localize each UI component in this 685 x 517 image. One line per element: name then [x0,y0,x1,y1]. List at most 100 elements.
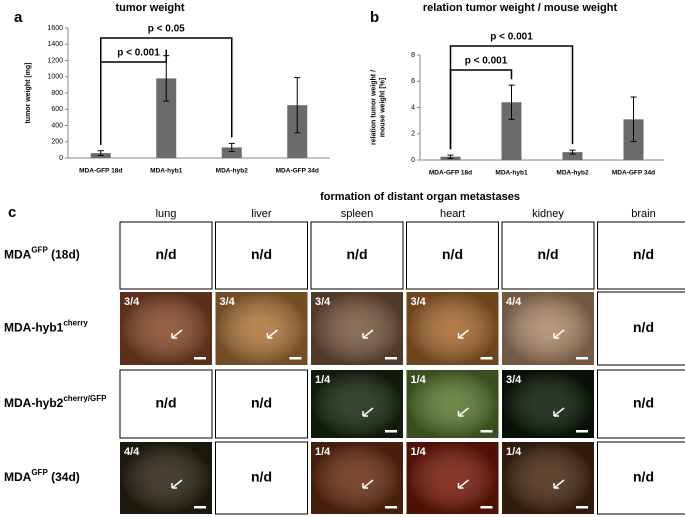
empty-cell [597,291,685,366]
row-label-base: MDA-hyb1 [4,321,64,335]
empty-cell [597,369,685,439]
y-tick-label: 6 [411,78,415,85]
arrow [553,407,565,417]
bar [562,152,583,160]
x-tick-label: MDA-GFP 18d [79,168,122,175]
row-label: MDA-hyb1cherry [4,319,88,335]
empty-cell [597,221,685,290]
empty-cell [597,441,685,515]
scale-bar [576,357,588,360]
scale-bar [576,506,588,509]
not-detected: n/d [251,469,272,485]
arrow [362,479,374,489]
row-label: MDAGFP (18d) [4,246,80,262]
not-detected: n/d [347,246,368,262]
micrograph-shade [406,370,499,438]
y-tick-label: 2 [411,131,415,138]
empty-cell [215,369,308,439]
row-label-base: MDA-hyb2 [4,396,64,410]
panel-label: b [370,9,379,26]
scale-bar [576,430,588,433]
row-label-base: MDA [4,470,32,484]
y-tick-label: 0 [59,155,63,162]
not-detected: n/d [442,246,463,262]
x-tick-label: MDA-GFP 34d [612,170,655,177]
y-tick-label: 800 [51,90,63,97]
micrograph-shade [215,292,308,365]
not-detected: n/d [156,246,177,262]
not-detected: n/d [633,395,654,411]
arrow [553,329,565,339]
panel-label: c [8,204,16,221]
annotation: p < 0.05 [148,24,185,35]
bar [156,78,177,158]
column-header: lung [156,208,177,220]
scale-bar [480,506,493,509]
arrow [362,329,374,339]
y-tick-label: 200 [51,139,63,146]
empty-cell [406,221,499,290]
y-axis-label: mouse weight [%] [379,78,386,138]
annotation: p < 0.001 [490,32,533,43]
y-tick-label: 4 [411,104,415,111]
row-label-sup: GFP [31,468,48,477]
y-axis-label: relation tumor weight / [370,70,377,145]
y-tick-label: 1400 [47,41,63,48]
scale-bar [194,506,206,509]
x-tick-label: MDA-GFP 34d [276,168,319,175]
scale-bar [480,430,493,433]
row-label-sup: cherry/GFP [63,394,107,403]
micrograph-shade [406,292,499,365]
fraction: 4/4 [124,446,140,458]
fraction: 1/4 [315,446,331,458]
micrograph-shade [311,292,403,365]
scale-bar [385,357,397,360]
arrow [266,329,278,339]
arrow [553,479,565,489]
row-label-suffix: (34d) [48,470,80,484]
micrograph-shade [502,292,594,365]
y-tick-label: 8 [411,52,415,59]
fraction: 3/4 [124,296,140,308]
not-detected: n/d [633,246,654,262]
empty-cell [119,369,213,439]
x-tick-label: MDA-hyb2 [216,168,249,175]
chart-title: relation tumor weight / mouse weight [423,2,618,14]
row-label: MDA-hyb2cherry/GFP [4,394,107,410]
y-tick-label: 1200 [47,57,63,64]
scale-bar [194,357,206,360]
y-tick-label: 0 [411,157,415,164]
scale-bar [385,506,397,509]
column-header: heart [440,208,465,220]
row-label: MDAGFP (34d) [4,468,80,484]
not-detected: n/d [538,246,559,262]
micrograph-shade [120,442,212,514]
arrow [171,479,183,489]
scale-bar [289,357,302,360]
not-detected: n/d [156,395,177,411]
micrograph-shade [120,292,212,365]
micrograph-shade [406,442,499,514]
section-title: formation of distant organ metastases [320,191,520,203]
empty-cell [119,221,213,290]
y-tick-label: 1000 [47,74,63,81]
x-tick-label: MDA-hyb2 [556,170,589,177]
significance-bracket [100,37,233,145]
scale-bar [480,357,493,360]
significance-bracket [449,45,574,150]
column-header: kidney [532,208,564,220]
fraction: 3/4 [411,296,427,308]
y-tick-label: 400 [51,122,63,129]
arrow [457,479,469,489]
empty-cell [501,221,595,290]
scale-bar [385,430,397,433]
empty-cell [215,221,308,290]
empty-cell [310,221,404,290]
column-header: spleen [341,208,373,220]
column-header: liver [251,208,272,220]
empty-cell [215,441,308,515]
row-label-suffix: (18d) [48,248,80,262]
y-tick-label: 600 [51,106,63,113]
arrow [457,407,469,417]
